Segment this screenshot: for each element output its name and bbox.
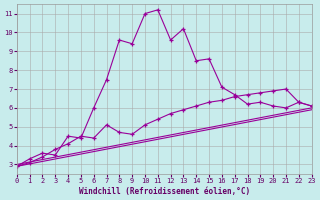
X-axis label: Windchill (Refroidissement éolien,°C): Windchill (Refroidissement éolien,°C) [79,187,250,196]
